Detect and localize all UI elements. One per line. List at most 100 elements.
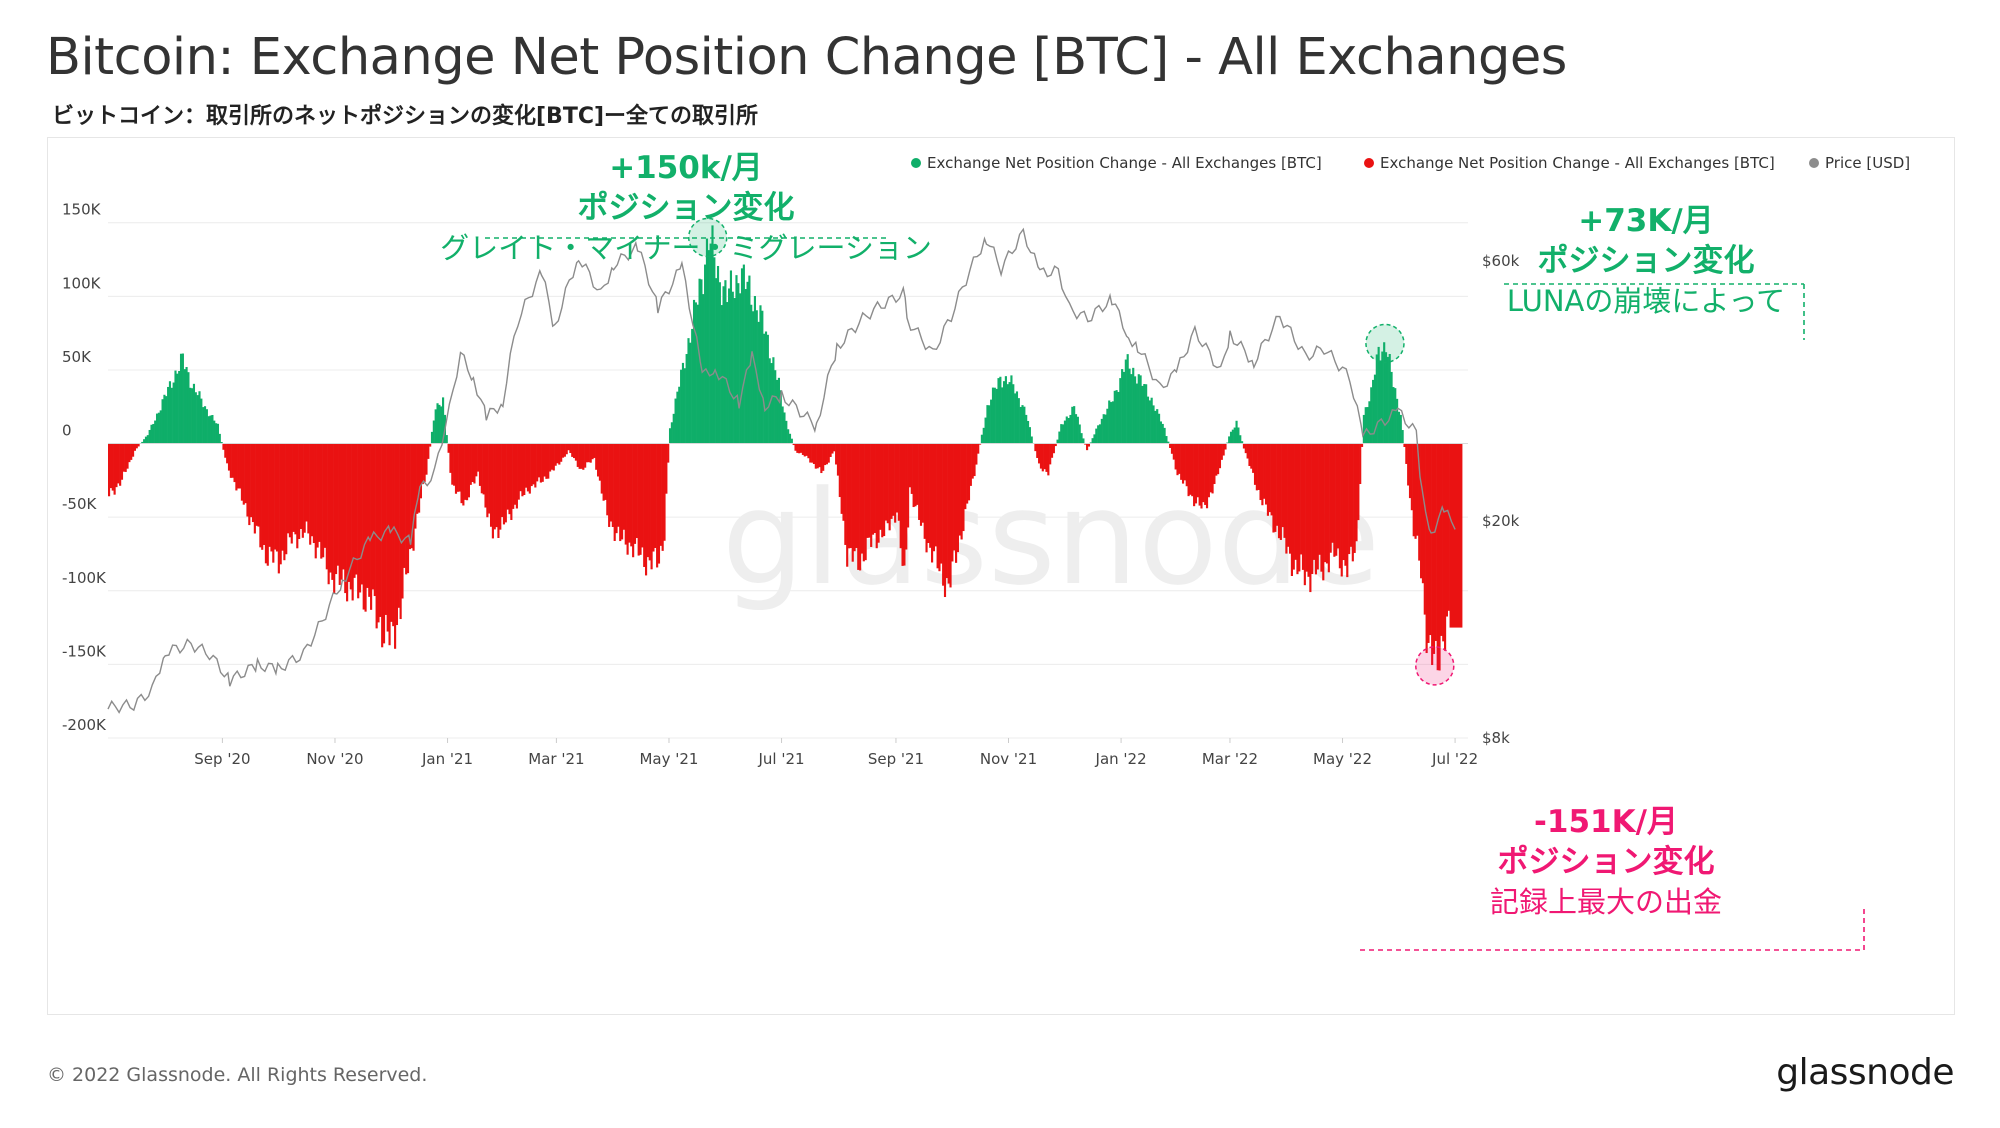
net-position-bar — [604, 443, 607, 500]
x-tick-label: Nov '20 — [306, 750, 363, 768]
net-position-bar — [600, 443, 603, 494]
net-position-bar — [700, 279, 703, 444]
net-position-bar — [615, 443, 618, 534]
net-position-bar — [172, 382, 175, 444]
net-position-bar — [194, 392, 197, 444]
net-position-bar — [955, 443, 958, 563]
net-position-bar — [1050, 443, 1054, 458]
net-position-bar — [576, 443, 579, 467]
net-position-bar — [805, 443, 808, 456]
net-position-bar — [144, 436, 148, 444]
net-position-bar — [683, 368, 686, 444]
net-position-bar — [1364, 407, 1367, 444]
net-position-bar — [938, 443, 941, 572]
net-position-bar — [488, 443, 491, 514]
net-position-bar — [1270, 443, 1273, 516]
net-position-bar — [1062, 424, 1065, 444]
net-position-bar — [449, 443, 452, 473]
net-position-bar — [1255, 443, 1258, 491]
net-position-bar — [1001, 387, 1004, 444]
net-position-bar — [392, 443, 395, 627]
net-position-bar — [960, 443, 963, 540]
net-position-bar — [598, 443, 602, 481]
net-position-bar — [593, 443, 596, 458]
net-position-bar — [672, 413, 675, 444]
net-position-bar — [286, 443, 290, 534]
net-position-bar — [888, 443, 891, 531]
legend-label: Exchange Net Position Change - All Excha… — [1380, 154, 1775, 172]
legend-label: Exchange Net Position Change - All Excha… — [927, 154, 1322, 172]
net-position-bar — [108, 443, 111, 497]
annotations: +150k/月ポジション変化グレイト・マイナー・ミグレーション+73K/月ポジシ… — [440, 150, 1865, 951]
net-position-bar — [1006, 384, 1009, 444]
net-position-bar — [903, 443, 906, 566]
net-position-bar — [567, 443, 570, 451]
net-position-bar — [469, 443, 472, 485]
net-position-bar — [270, 443, 273, 552]
net-position-bar — [1357, 443, 1360, 521]
net-position-bar — [1104, 414, 1107, 444]
net-position-bar — [1222, 443, 1225, 456]
net-position-bar — [763, 333, 766, 444]
net-position-bar — [768, 358, 771, 444]
net-position-bar — [639, 443, 642, 555]
net-position-bar — [1076, 416, 1079, 444]
net-position-bar — [196, 395, 199, 444]
net-position-bar — [1265, 443, 1268, 505]
net-position-bar — [1132, 367, 1135, 444]
net-position-bar — [1117, 391, 1120, 444]
net-position-bar — [1080, 433, 1083, 444]
net-position-bar — [635, 443, 638, 539]
net-position-bar — [1036, 443, 1039, 458]
net-position-bar — [578, 443, 581, 469]
net-position-bar — [1348, 443, 1351, 555]
net-position-bar — [591, 443, 594, 460]
net-position-bar — [1242, 443, 1246, 449]
net-position-bar — [1436, 443, 1439, 671]
net-position-bar — [733, 298, 736, 444]
net-position-bar — [890, 443, 893, 519]
net-position-bar — [977, 443, 980, 454]
net-position-bar — [117, 443, 120, 484]
net-position-bar — [969, 443, 972, 486]
net-position-bar — [1301, 443, 1305, 570]
x-tick-label: Jan '22 — [1095, 750, 1147, 768]
net-position-bar — [1276, 443, 1279, 526]
net-position-bar — [493, 443, 496, 530]
net-position-bar — [842, 443, 845, 521]
net-position-bar — [1368, 401, 1371, 444]
net-position-bar — [1100, 418, 1103, 444]
net-position-bar — [919, 443, 923, 526]
net-position-bar — [257, 443, 260, 527]
net-position-bar — [1229, 431, 1233, 444]
net-position-bar — [523, 443, 526, 496]
net-position-bar — [1150, 397, 1153, 444]
net-position-bar — [1312, 443, 1316, 560]
net-position-bar — [209, 415, 212, 444]
net-position-bar — [1089, 442, 1092, 444]
annotation-headline: +73K/月 — [1578, 203, 1713, 239]
net-position-bar — [792, 443, 795, 446]
net-position-bar — [333, 443, 336, 594]
net-position-bar — [704, 264, 707, 444]
net-position-bar — [739, 293, 742, 444]
net-position-bar — [506, 443, 509, 510]
net-position-bar — [362, 443, 365, 610]
net-position-bar — [929, 443, 932, 548]
net-position-bar — [489, 443, 493, 527]
net-position-bar — [137, 443, 140, 447]
net-position-bar — [355, 443, 358, 575]
net-position-bar — [788, 433, 792, 444]
net-position-bar — [685, 354, 688, 444]
net-position-bar — [370, 443, 373, 610]
net-position-bar — [737, 283, 740, 444]
net-position-bar — [705, 238, 709, 444]
net-position-bar — [501, 443, 504, 518]
net-position-bar — [641, 443, 644, 548]
annotation-subhead: ポジション変化 — [1538, 243, 1755, 279]
net-position-bar — [1095, 428, 1098, 444]
net-position-bar — [1233, 427, 1236, 444]
net-position-bar — [290, 443, 293, 544]
net-position-bar — [429, 443, 432, 447]
net-position-bar — [1231, 429, 1234, 444]
